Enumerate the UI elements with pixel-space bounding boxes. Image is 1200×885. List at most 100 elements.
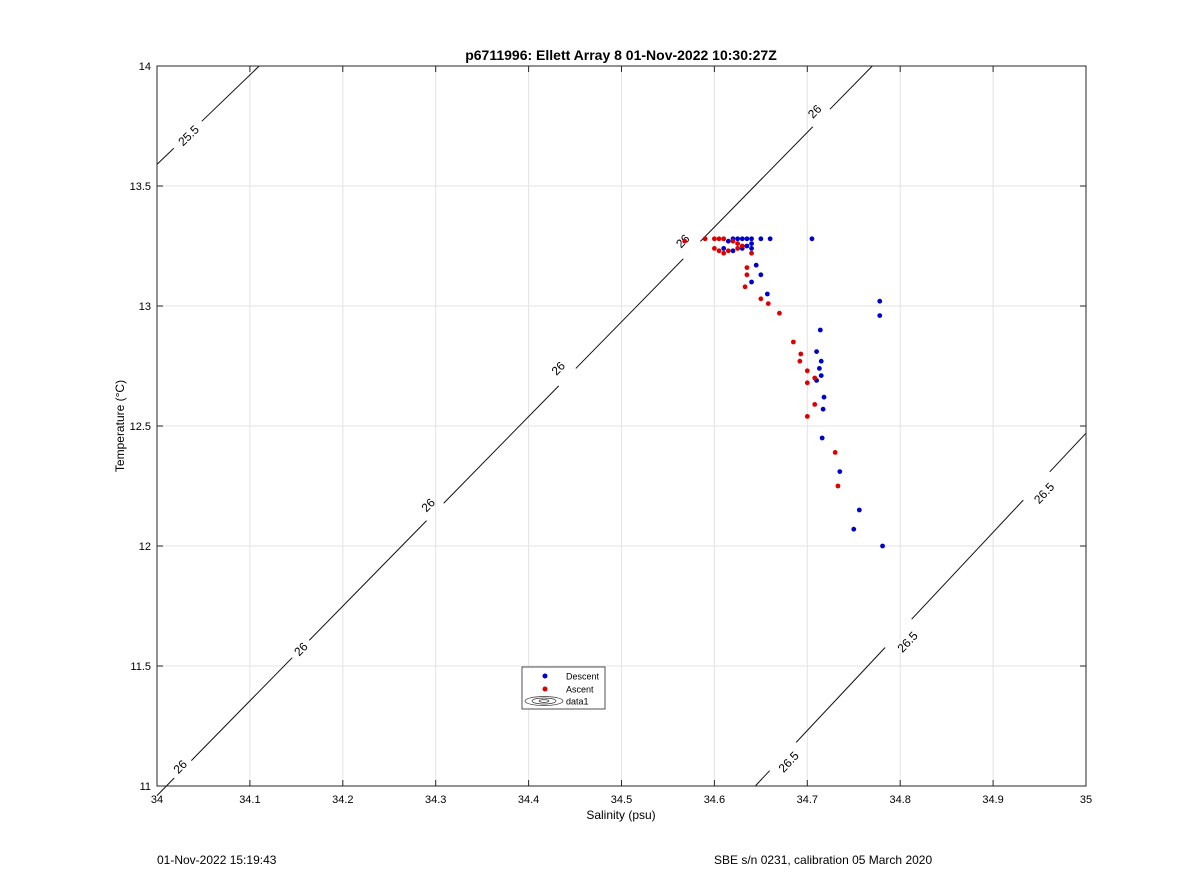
descent-point: [758, 272, 764, 278]
descent-point: [767, 236, 773, 242]
x-tick-label: 34.9: [982, 794, 1003, 806]
x-tick-label: 34.4: [518, 794, 539, 806]
footer-timestamp: 01-Nov-2022 15:19:43: [157, 853, 277, 867]
ascent-point: [765, 301, 771, 306]
ascent-point: [712, 246, 717, 251]
isopycnal-line: [795, 647, 886, 743]
isopycnal-label: 26: [291, 639, 311, 659]
isopycnal-line: [201, 65, 260, 122]
descent-point: [749, 246, 754, 251]
descent-point: [818, 358, 824, 364]
descent-point: [820, 406, 826, 412]
descent-point: [744, 236, 750, 242]
legend-ascent-marker: [542, 686, 548, 692]
legend-descent-marker: [542, 673, 548, 679]
legend: Descent Ascent data1: [521, 666, 606, 710]
axis-ticks: 34 34.1 34.2 34.3 34.4 34.5 34.6 34.7 34.8 34.9 35…: [130, 61, 1093, 806]
isopycnal-line: [190, 657, 293, 761]
descent-point: [764, 291, 770, 297]
y-tick-label: 12: [139, 541, 151, 553]
legend-contour-icon: [524, 696, 564, 706]
isopycnal-line: [700, 126, 814, 242]
descent-point: [758, 236, 764, 242]
ascent-point: [832, 450, 838, 455]
descent-point: [816, 366, 822, 371]
isopycnal-label: 25.5: [175, 122, 202, 149]
ascent-point: [712, 236, 717, 242]
descent-point: [725, 238, 731, 244]
descent-point: [721, 246, 727, 251]
ascent-point: [835, 483, 841, 489]
ascent-point: [735, 241, 741, 247]
legend-box: [521, 666, 606, 710]
descent-point: [819, 435, 825, 441]
legend-ascent-label: Ascent: [566, 685, 594, 695]
descent-point: [809, 236, 815, 242]
x-tick-label: 34.3: [425, 794, 446, 806]
descent-point: [837, 469, 843, 474]
x-tick-label: 34.5: [611, 794, 632, 806]
ascent-point: [744, 265, 750, 270]
isopycnal-line: [308, 520, 427, 641]
ascent-point: [744, 272, 750, 278]
ascent-point: [812, 402, 818, 407]
descent-point: [753, 262, 759, 268]
ascent-point: [716, 248, 722, 254]
chart-title: p6711996: Ellett Array 8 01-Nov-2022 10:…: [465, 47, 777, 63]
descent-point: [730, 248, 736, 254]
isopycnal-line: [156, 147, 175, 165]
ascent-point: [721, 236, 727, 242]
isopycnal-label: 26.5: [895, 628, 921, 655]
ascent-point: [790, 339, 796, 345]
x-tick-label: 34.7: [797, 794, 818, 806]
ascent-point: [735, 246, 741, 251]
y-tick-label: 11.5: [130, 661, 151, 673]
isopycnal-label: 26.5: [776, 748, 802, 775]
ascent-point: [716, 236, 722, 242]
isopycnal-label: 26: [805, 102, 825, 122]
x-tick-label: 34.6: [704, 794, 725, 806]
y-tick-label: 14: [139, 61, 151, 73]
ascent-point: [777, 310, 782, 316]
x-tick-label: 34.1: [239, 794, 260, 806]
descent-point: [817, 327, 823, 333]
descent-point: [735, 236, 741, 242]
x-tick-label: 34.2: [332, 794, 353, 806]
ascent-point: [682, 238, 688, 244]
ascent-point: [725, 248, 731, 254]
y-axis-label: Temperature (°C): [113, 380, 127, 472]
isopycnal-line: [754, 770, 770, 787]
descent-point: [814, 349, 819, 354]
descent-point: [744, 243, 750, 249]
descent-point: [749, 241, 754, 247]
isopycnal-line: [1049, 432, 1087, 473]
x-axis-label: Salinity (psu): [586, 808, 655, 822]
isopycnal-line: [575, 258, 684, 369]
descent-point: [851, 526, 857, 532]
isopycnal-line: [156, 777, 175, 796]
ascent-point: [749, 250, 754, 256]
y-tick-label: 11: [140, 781, 151, 793]
grid: [157, 66, 1086, 786]
isopycnal-line: [443, 385, 560, 504]
scatter-points: [682, 236, 885, 549]
ascent-point: [702, 236, 708, 242]
ascent-point: [804, 368, 810, 374]
ascent-point: [812, 375, 818, 381]
descent-point: [856, 507, 862, 513]
descent-point: [877, 298, 883, 304]
y-tick-label: 12.5: [130, 421, 151, 433]
descent-point: [749, 236, 754, 242]
ascent-point: [739, 243, 745, 249]
ascent-point: [721, 250, 727, 256]
descent-point: [818, 373, 824, 378]
isopycnal-line: [911, 499, 1024, 620]
y-tick-label: 13.5: [130, 181, 151, 193]
ascent-point: [758, 296, 764, 302]
isopycnal-label: 26.5: [1031, 480, 1057, 507]
descent-point: [739, 236, 745, 242]
ascent-point: [730, 238, 736, 244]
isopycnal-label: 26: [549, 359, 569, 379]
